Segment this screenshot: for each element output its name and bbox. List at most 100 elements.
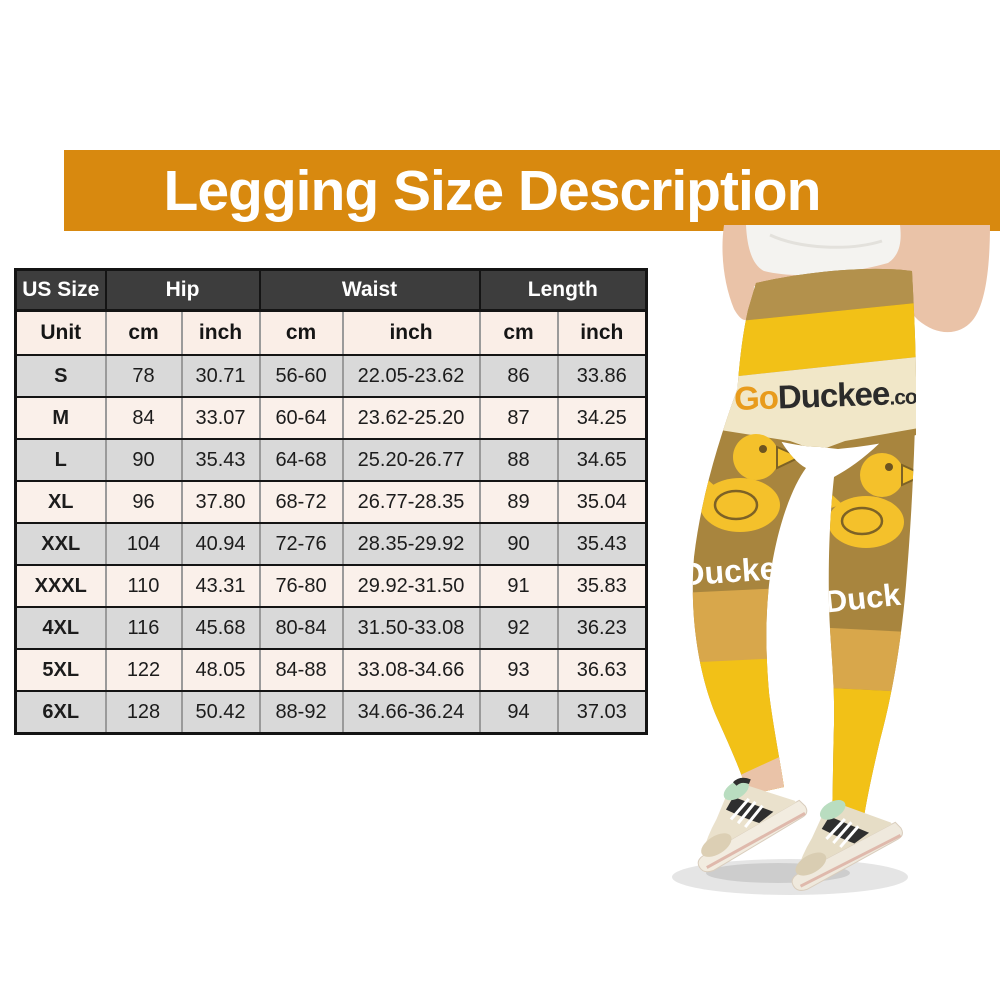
cell-length-inch: 36.23 (556, 607, 647, 650)
model-photo: GoDuckee.com oDucke (661, 225, 990, 895)
sneaker (697, 777, 808, 873)
table-row: L 90 35.43 64-68 25.20-26.77 88 34.65 (15, 439, 647, 482)
cell-length-inch: 37.03 (556, 691, 647, 735)
logo-dotcom: .com (889, 385, 935, 410)
cell-length-cm: 92 (478, 607, 558, 650)
cell-waist-inch: 28.35-29.92 (341, 523, 480, 566)
cell-length-inch: 35.43 (556, 523, 647, 566)
cell-hip-cm: 84 (104, 397, 182, 440)
cell-waist-cm: 64-68 (258, 439, 343, 482)
table-row: 5XL 122 48.05 84-88 33.08-34.66 93 36.63 (15, 649, 647, 692)
cell-size: XL (15, 481, 106, 524)
sneaker (791, 800, 903, 891)
cell-hip-inch: 40.94 (180, 523, 260, 566)
unit-length-cm: cm (478, 310, 558, 356)
cell-hip-cm: 128 (104, 691, 182, 735)
cell-waist-inch: 25.20-26.77 (341, 439, 480, 482)
cell-waist-inch: 26.77-28.35 (341, 481, 480, 524)
cell-waist-cm: 72-76 (258, 523, 343, 566)
cell-hip-inch: 30.71 (180, 355, 260, 398)
cell-hip-inch: 35.43 (180, 439, 260, 482)
unit-waist-inch: inch (341, 310, 480, 356)
cell-waist-cm: 76-80 (258, 565, 343, 608)
unit-hip-cm: cm (104, 310, 182, 356)
cell-size: XXL (15, 523, 106, 566)
table-row: XXXL 110 43.31 76-80 29.92-31.50 91 35.8… (15, 565, 647, 608)
cell-length-cm: 86 (478, 355, 558, 398)
cell-length-cm: 94 (478, 691, 558, 735)
cell-waist-inch: 33.08-34.66 (341, 649, 480, 692)
left-amber-band (692, 587, 805, 669)
cell-length-inch: 35.04 (556, 481, 647, 524)
cell-waist-cm: 60-64 (258, 397, 343, 440)
rubber-duck-icon (828, 453, 916, 548)
column-header-hip: Hip (104, 269, 260, 312)
cell-waist-cm: 88-92 (258, 691, 343, 735)
cell-waist-inch: 29.92-31.50 (341, 565, 480, 608)
cell-length-cm: 91 (478, 565, 558, 608)
cell-waist-cm: 84-88 (258, 649, 343, 692)
cell-waist-inch: 22.05-23.62 (341, 355, 480, 398)
table-row: XL 96 37.80 68-72 26.77-28.35 89 35.04 (15, 481, 647, 524)
right-leg-brand-text: oDuck (804, 577, 903, 622)
cell-size: 4XL (15, 607, 106, 650)
table-unit-header-row: Unit cm inch cm inch cm inch (14, 310, 647, 356)
yellow-band (720, 301, 916, 378)
cell-hip-cm: 116 (104, 607, 182, 650)
crop-top (746, 225, 901, 276)
cell-waist-cm: 56-60 (258, 355, 343, 398)
rubber-duck-icon (698, 434, 803, 532)
table-row: S 78 30.71 56-60 22.05-23.62 86 33.86 (15, 355, 647, 398)
cell-size: M (15, 397, 106, 440)
crop-top-wrinkle (769, 233, 883, 249)
cell-waist-cm: 68-72 (258, 481, 343, 524)
column-header-us-size: US Size (14, 269, 106, 312)
cell-waist-inch: 31.50-33.08 (341, 607, 480, 650)
cell-waist-inch: 23.62-25.20 (341, 397, 480, 440)
size-chart-table: US Size Hip Waist Length Unit cm inch cm… (14, 268, 649, 735)
cell-length-cm: 88 (478, 439, 558, 482)
logo-go: Go (733, 378, 778, 417)
cell-length-cm: 93 (478, 649, 558, 692)
cell-waist-cm: 80-84 (258, 607, 343, 650)
unit-label: Unit (14, 310, 106, 356)
cell-hip-cm: 104 (104, 523, 182, 566)
floor-shadow (672, 859, 908, 895)
table-row: M 84 33.07 60-64 23.62-25.20 87 34.25 (15, 397, 647, 440)
cell-hip-inch: 50.42 (180, 691, 260, 735)
cell-length-cm: 89 (478, 481, 558, 524)
column-header-waist: Waist (258, 269, 480, 312)
cell-length-cm: 90 (478, 523, 558, 566)
cell-hip-inch: 37.80 (180, 481, 260, 524)
logo-duckee: Duckee (777, 375, 890, 416)
cell-size: 6XL (15, 691, 106, 735)
cell-length-inch: 36.63 (556, 649, 647, 692)
unit-hip-inch: inch (180, 310, 260, 356)
cell-hip-cm: 90 (104, 439, 182, 482)
cell-hip-cm: 122 (104, 649, 182, 692)
table-row: XXL 104 40.94 72-76 28.35-29.92 90 35.43 (15, 523, 647, 566)
cell-length-inch: 35.83 (556, 565, 647, 608)
table-row: 6XL 128 50.42 88-92 34.66-36.24 94 37.03 (15, 691, 647, 735)
page-title: Legging Size Description (163, 158, 822, 223)
table-group-header-row: US Size Hip Waist Length (14, 269, 647, 312)
cream-band (720, 355, 916, 451)
cell-size: L (15, 439, 106, 482)
cell-length-cm: 87 (478, 397, 558, 440)
title-banner: Legging Size Description (64, 150, 1000, 231)
cell-hip-inch: 43.31 (180, 565, 260, 608)
cell-waist-inch: 34.66-36.24 (341, 691, 480, 735)
cell-size: XXXL (15, 565, 106, 608)
left-leg-brand-text: oDucke (661, 550, 779, 594)
column-header-length: Length (478, 269, 647, 312)
cell-length-inch: 34.65 (556, 439, 647, 482)
cell-hip-inch: 48.05 (180, 649, 260, 692)
cell-size: S (15, 355, 106, 398)
unit-length-inch: inch (556, 310, 647, 356)
cell-hip-cm: 96 (104, 481, 182, 524)
cell-hip-inch: 45.68 (180, 607, 260, 650)
cell-length-inch: 34.25 (556, 397, 647, 440)
cell-hip-cm: 110 (104, 565, 182, 608)
goduckee-logo: GoDuckee.com (733, 373, 935, 417)
